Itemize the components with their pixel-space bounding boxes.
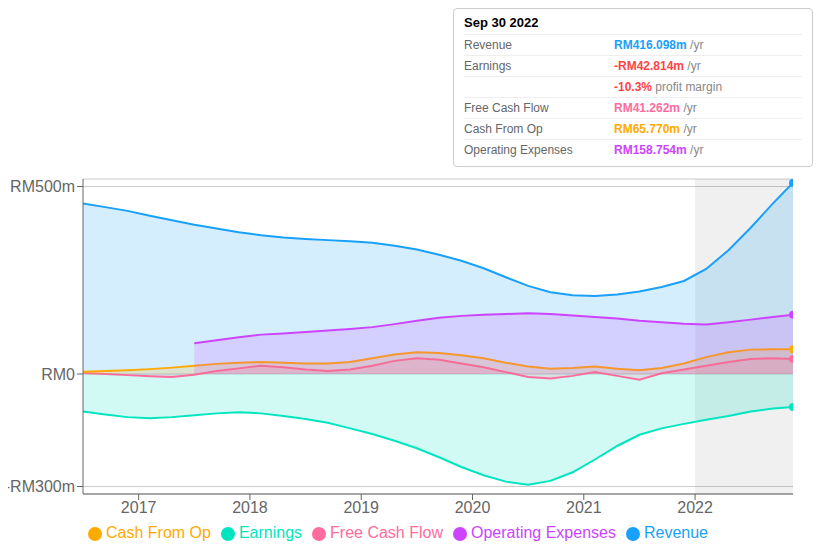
svg-text:RM0: RM0: [41, 366, 75, 383]
svg-text:2017: 2017: [121, 499, 157, 516]
svg-text:2021: 2021: [566, 499, 602, 516]
html-text:Cash From Op: Cash From Op: [106, 524, 211, 541]
svg-text:2020: 2020: [455, 499, 491, 516]
html-text:RM416.098m /yr: RM416.098m /yr: [614, 38, 704, 52]
svg-text:2019: 2019: [343, 499, 379, 516]
html-text:Revenue: Revenue: [644, 524, 708, 541]
html-text:RM41.262m /yr: RM41.262m /yr: [614, 101, 697, 115]
html-text:Sep 30 2022: Sep 30 2022: [464, 15, 539, 30]
html-text:Free Cash Flow: Free Cash Flow: [464, 101, 549, 115]
html-text:RM158.754m /yr: RM158.754m /yr: [614, 143, 704, 157]
html-text:-10.3% profit margin: -10.3% profit margin: [614, 80, 723, 94]
html-text:Free Cash Flow: Free Cash Flow: [330, 524, 443, 541]
html-text:Earnings: Earnings: [238, 524, 303, 541]
html-text:-RM42.814m /yr: -RM42.814m /yr: [614, 59, 701, 73]
html-text:Earnings: Earnings: [464, 59, 512, 73]
html-text:Cash From Op: Cash From Op: [464, 122, 543, 136]
svg-text:RM500m: RM500m: [10, 178, 75, 195]
html-text:RM65.770m /yr: RM65.770m /yr: [614, 122, 697, 136]
svg-text:2022: 2022: [677, 499, 713, 516]
html-text:Operating Expenses: Operating Expenses: [464, 143, 573, 157]
svg-text:-RM300m: -RM300m: [8, 478, 75, 495]
svg-text:2018: 2018: [232, 499, 268, 516]
html-text:Operating Expenses: Operating Expenses: [471, 524, 616, 541]
html-text:Revenue: Revenue: [464, 38, 512, 52]
